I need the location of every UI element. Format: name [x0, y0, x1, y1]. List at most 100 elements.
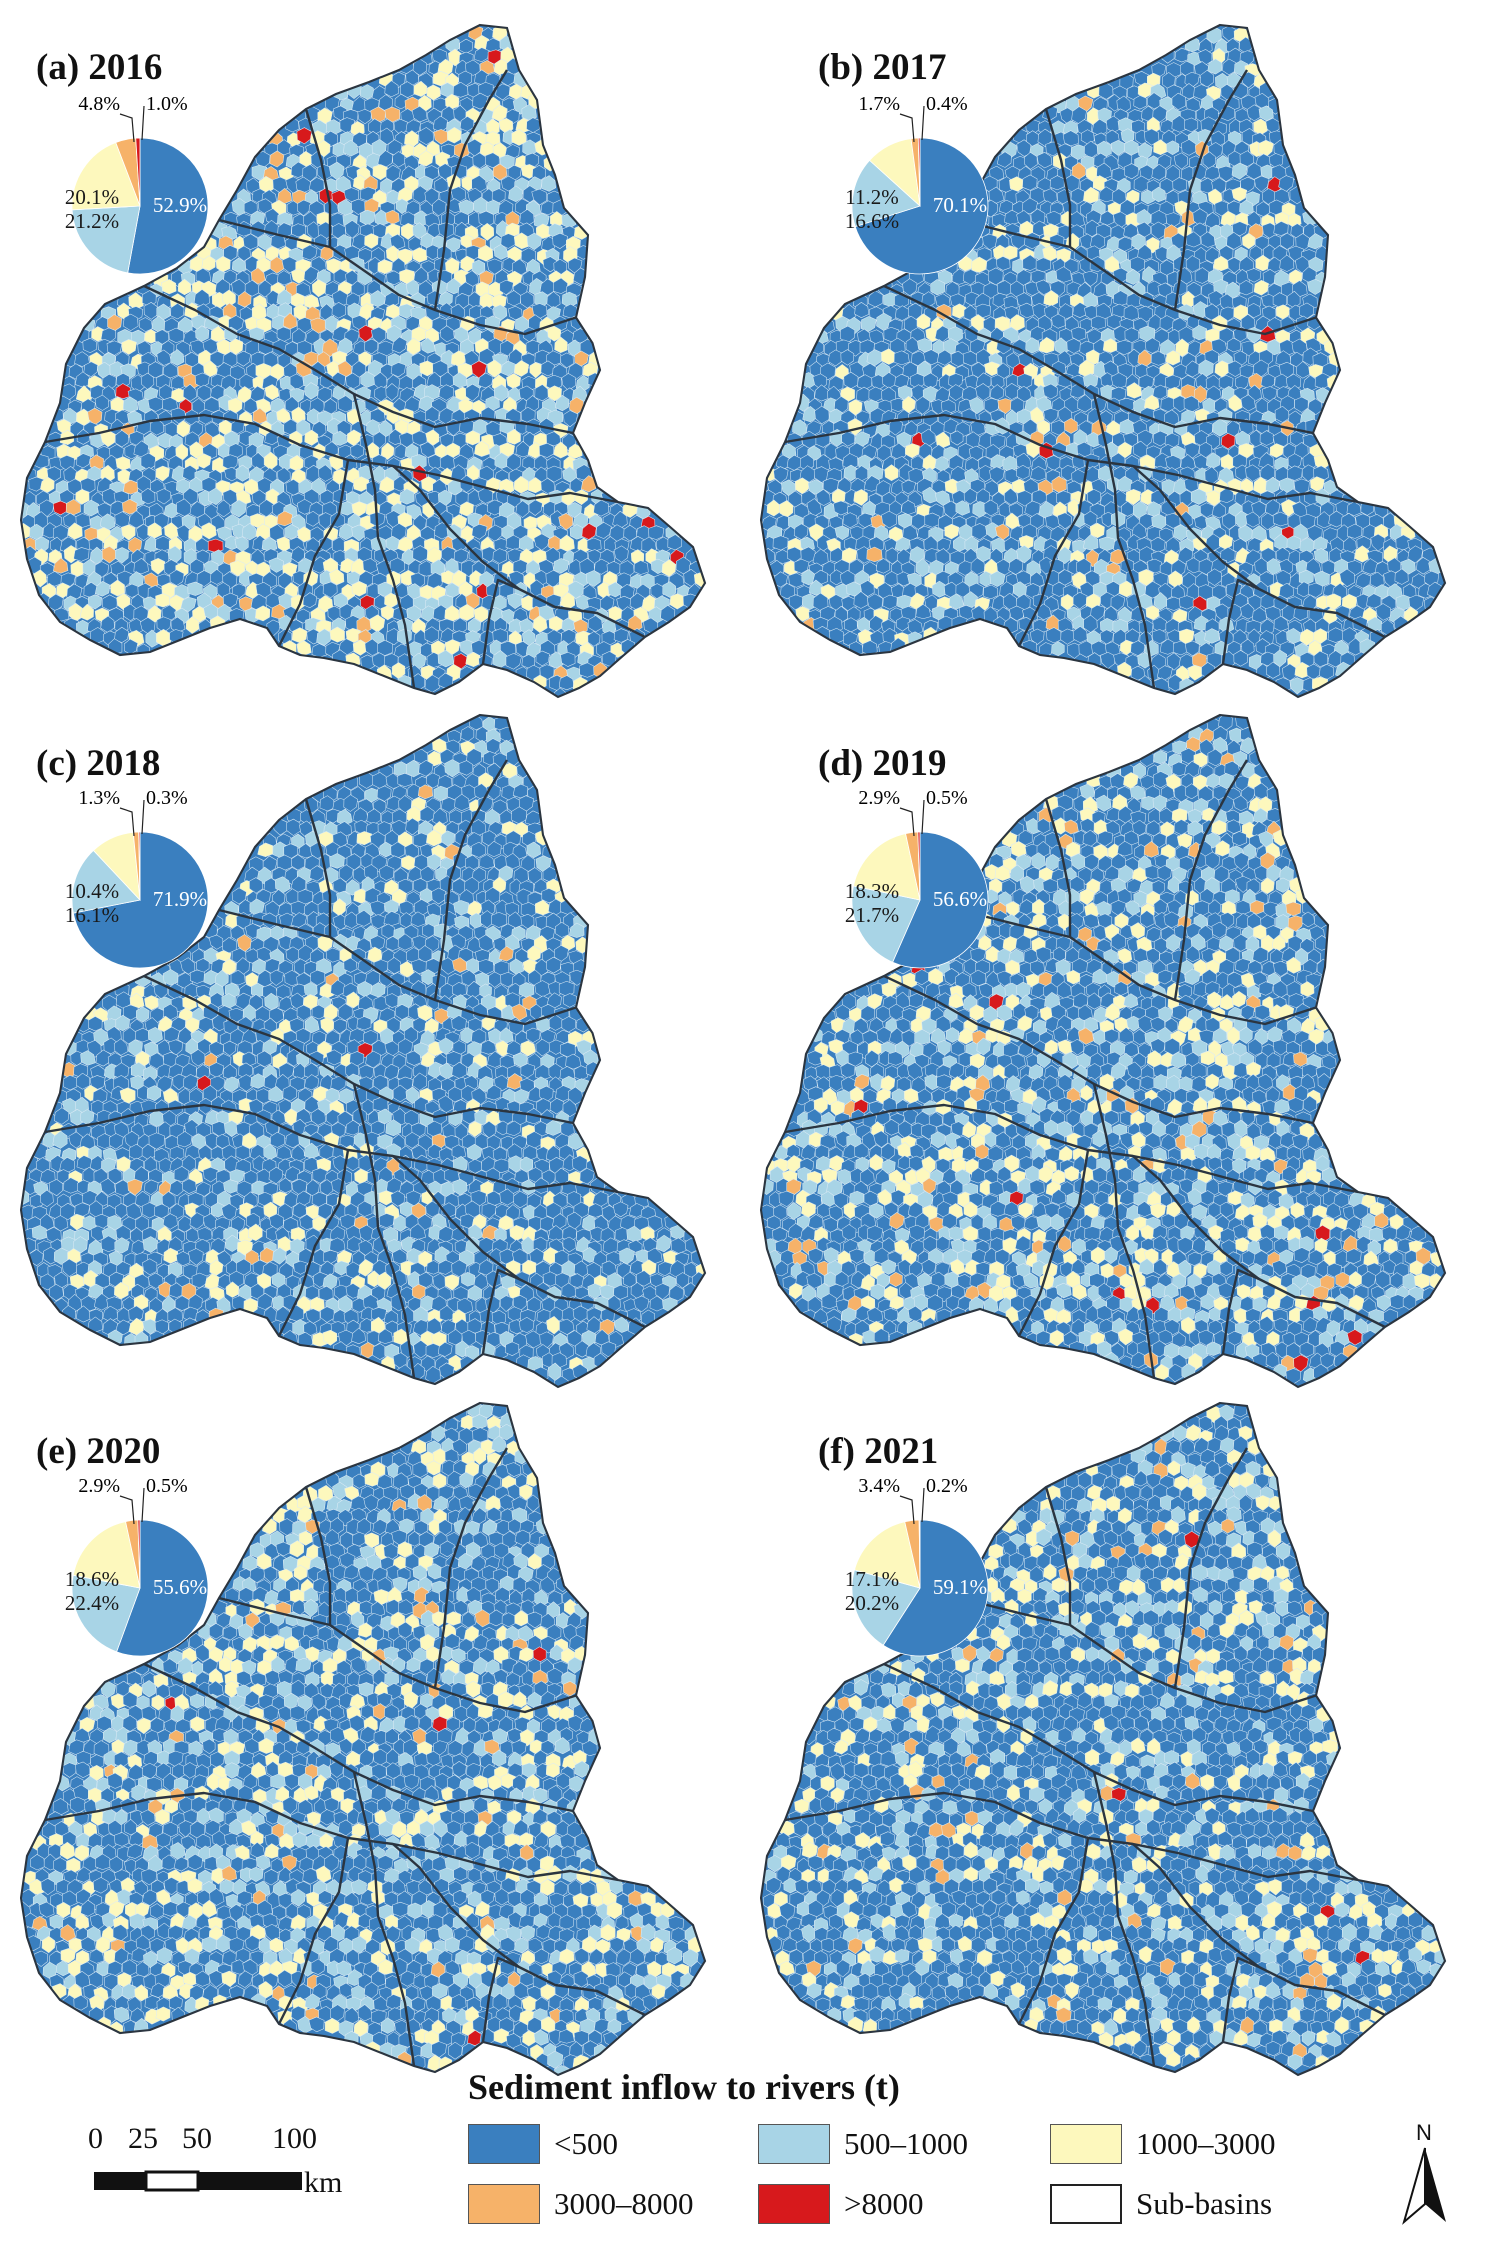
sub-catchment-cell [465, 383, 480, 402]
sub-catchment-cell [75, 489, 90, 505]
sub-catchment-cell [163, 362, 178, 379]
sub-catchment-cell [458, 603, 475, 621]
sub-basin-boundary [352, 393, 416, 689]
sub-catchment-cell [1133, 175, 1150, 193]
sub-basin-boundary [304, 108, 332, 247]
sub-catchment-cell [417, 280, 434, 298]
sub-catchment-cell [465, 430, 481, 446]
sub-catchment-cell [140, 487, 156, 505]
sub-catchment-cell [1222, 25, 1236, 42]
sub-catchment-cell [1254, 175, 1270, 193]
sub-catchment-cell [948, 384, 964, 401]
sub-catchment-cell [390, 362, 406, 378]
sub-catchment-cell [74, 351, 90, 367]
sub-catchment-cell [128, 510, 144, 529]
sub-catchment-cell [1126, 382, 1142, 399]
sub-catchment-cell [471, 523, 488, 540]
sub-catchment-cell [156, 349, 172, 366]
pie-label-gt8000: 1.0% [146, 93, 188, 115]
sub-catchment-cell [1147, 92, 1162, 109]
sub-catchment-cell [394, 93, 409, 110]
sub-catchment-cell [971, 256, 988, 273]
sub-catchment-cell [258, 279, 272, 298]
sub-catchment-cell [1072, 302, 1088, 318]
sub-catchment-cell [250, 267, 266, 285]
sub-catchment-cell [1062, 130, 1079, 147]
share-pie-chart: 70.1%16.6%11.2%1.7% 0.4% [845, 93, 989, 275]
sub-catchment-cell [459, 501, 474, 517]
sub-catchment-cell [182, 465, 198, 482]
sub-catchment-cell [370, 326, 386, 344]
sub-catchment-cell [1173, 152, 1189, 170]
sub-catchment-cell [377, 259, 393, 275]
pie-slice-r500_1000 [71, 205, 141, 274]
sub-catchment-cell [83, 499, 99, 517]
sub-catchment-cell [264, 384, 280, 401]
sub-catchment-cell [487, 359, 502, 378]
sub-catchment-cell [388, 428, 404, 445]
pie-label-lt500: 52.9% [153, 193, 207, 217]
sub-catchment-cell [364, 338, 379, 355]
sub-catchment-cell [1106, 314, 1122, 330]
sub-catchment-cell [505, 653, 522, 670]
sub-catchment-cell [317, 595, 334, 613]
sub-catchment-cell [393, 475, 407, 492]
sub-catchment-cell [297, 199, 312, 216]
sub-catchment-cell [588, 615, 603, 633]
sub-catchment-cell [1098, 186, 1115, 203]
sub-catchment-cell [554, 336, 568, 354]
sub-catchment-cell [122, 396, 139, 413]
sub-catchment-cell [198, 409, 214, 425]
sub-catchment-cell [1200, 231, 1216, 248]
sub-catchment-cell [975, 383, 991, 401]
sub-catchment-cell [418, 127, 434, 146]
sub-catchment-cell [1133, 95, 1148, 110]
sub-catchment-cell [446, 278, 462, 295]
sub-catchment-cell [587, 631, 601, 647]
sub-catchment-cell [491, 911, 507, 928]
sub-catchment-cell [189, 441, 205, 459]
sub-catchment-cell [924, 512, 940, 528]
sub-catchment-cell [398, 303, 414, 319]
sub-catchment-cell [902, 278, 918, 297]
sub-catchment-cell [650, 558, 666, 575]
sub-catchment-cell [115, 547, 129, 564]
sub-catchment-cell [351, 581, 368, 597]
sub-catchment-cell [1144, 337, 1161, 354]
sub-catchment-cell [493, 384, 509, 402]
pie-label-r3000_8000: 4.8% [78, 93, 120, 115]
sub-catchment-cell [478, 244, 494, 262]
sub-catchment-cell [1247, 303, 1261, 319]
basin-map [20, 23, 707, 699]
sub-catchment-cell [432, 198, 447, 217]
sub-catchment-cell [1022, 197, 1038, 215]
sub-catchment-cell [943, 338, 959, 355]
sub-catchment-cell [276, 467, 291, 484]
sub-catchment-cell [1025, 337, 1040, 354]
sub-catchment-cell [1174, 47, 1190, 63]
sub-catchment-cell [501, 175, 517, 192]
sub-catchment-cell [1242, 232, 1256, 250]
sub-catchment-cell [1038, 336, 1055, 354]
sub-catchment-cell [917, 338, 932, 353]
sub-catchment-cell [237, 291, 252, 308]
sub-catchment-cell [391, 336, 408, 354]
sub-catchment-cell [372, 164, 389, 181]
sub-catchment-cell [411, 105, 428, 123]
sub-catchment-cell [545, 547, 560, 564]
sub-catchment-cell [242, 233, 258, 250]
sub-catchment-cell [487, 499, 503, 516]
sub-catchment-cell [317, 386, 333, 403]
sub-catchment-cell [937, 269, 953, 285]
sub-catchment-cell [1116, 340, 1133, 356]
sub-catchment-cell [553, 441, 569, 459]
sub-catchment-cell [379, 127, 395, 146]
sub-catchment-cell [515, 440, 531, 458]
sub-catchment-cell [560, 352, 574, 369]
sub-catchment-cell [195, 325, 210, 342]
sub-catchment-cell [156, 488, 172, 505]
sub-catchment-cell [453, 269, 469, 286]
sub-catchment-cell [1152, 186, 1166, 203]
sub-catchment-cell [526, 232, 542, 251]
sub-catchment-cell [1279, 254, 1295, 272]
